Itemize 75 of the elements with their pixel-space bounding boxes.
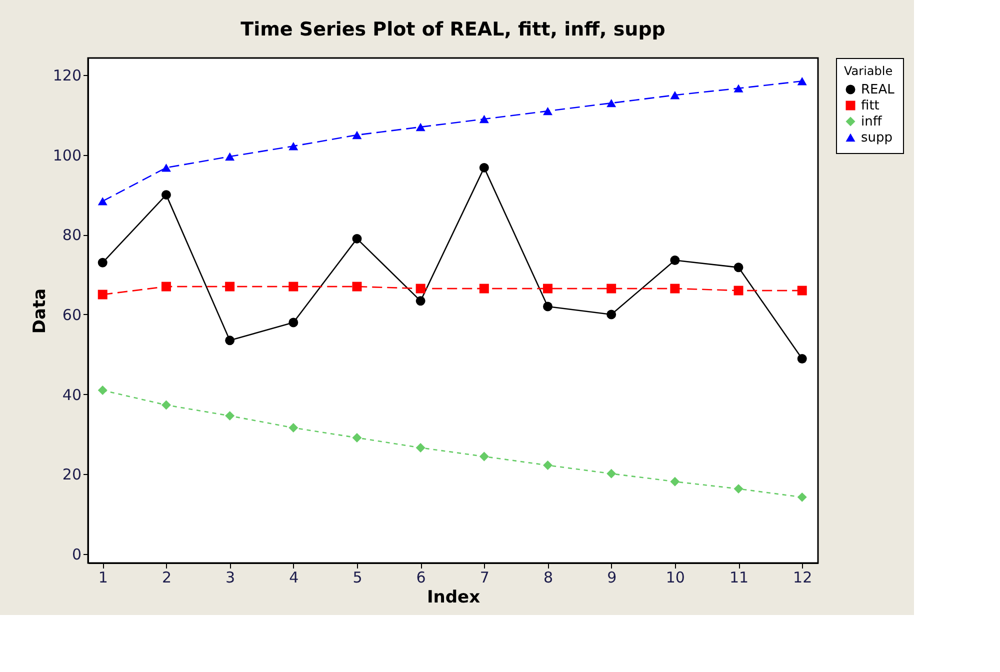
y-tick-label: 80 [62, 226, 82, 244]
point [797, 77, 807, 86]
point [416, 284, 426, 294]
point [479, 162, 489, 172]
point [543, 460, 552, 470]
point [734, 262, 744, 272]
legend-label: supp [861, 130, 893, 146]
x-tick-label: 6 [416, 568, 426, 586]
point [797, 492, 807, 502]
point [479, 284, 489, 294]
y-tick-label: 60 [62, 306, 82, 324]
point [734, 84, 744, 92]
point [98, 197, 108, 206]
x-tick-label: 4 [289, 568, 299, 586]
y-tick-label: 40 [62, 386, 82, 404]
point [225, 152, 235, 161]
x-tick-label: 2 [162, 568, 172, 586]
point [543, 284, 552, 294]
x-tick-label: 5 [352, 568, 362, 586]
point [734, 484, 744, 494]
point [606, 284, 616, 294]
y-axis-title: Data [30, 288, 50, 334]
point [288, 282, 298, 292]
point [288, 318, 298, 328]
point [479, 114, 489, 124]
point [416, 296, 426, 306]
point [543, 106, 552, 116]
point [797, 354, 807, 364]
point [797, 286, 807, 296]
point [161, 400, 171, 410]
point [225, 282, 235, 292]
point [670, 90, 680, 100]
point [161, 282, 171, 292]
x-tick-label: 12 [793, 568, 812, 586]
point [543, 302, 552, 312]
point [479, 452, 489, 462]
x-tick-label: 8 [543, 568, 554, 586]
x-tick-label: 11 [729, 568, 749, 586]
point [352, 234, 362, 244]
point [670, 256, 680, 265]
point [670, 476, 680, 486]
point [98, 258, 108, 268]
point [352, 130, 362, 140]
point [670, 284, 680, 294]
point [416, 122, 426, 132]
y-tick-label: 0 [72, 545, 82, 564]
point [98, 290, 108, 300]
point [288, 142, 298, 150]
point [606, 468, 616, 478]
x-axis-title: Index [426, 588, 480, 608]
y-tick-label: 100 [52, 146, 82, 164]
legend-label: fitt [861, 98, 880, 114]
point [606, 310, 616, 320]
y-tick-label: 20 [62, 466, 82, 484]
point [225, 336, 235, 346]
point [352, 282, 362, 292]
point [98, 386, 108, 396]
y-tick-label: 120 [52, 66, 82, 85]
x-tick-label: 7 [480, 568, 490, 586]
x-tick-label: 9 [607, 568, 617, 586]
point [352, 433, 362, 442]
point [225, 411, 235, 421]
x-tick-label: 1 [98, 568, 108, 586]
legend-title: Variable [844, 64, 893, 78]
legend-label: REAL [861, 82, 896, 98]
legend-label: inff [861, 114, 883, 130]
point [606, 98, 616, 108]
point [161, 164, 171, 172]
point [161, 190, 171, 200]
point [288, 423, 298, 433]
chart-title: Time Series Plot of REAL, fitt, inff, supp [240, 18, 666, 40]
point [734, 286, 744, 296]
point [416, 442, 426, 452]
x-tick-label: 3 [226, 568, 236, 586]
x-tick-label: 10 [666, 568, 685, 586]
